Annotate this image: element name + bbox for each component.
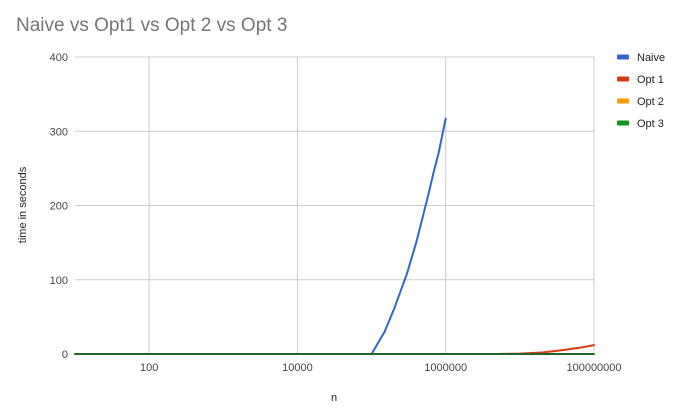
grid-layer: [75, 56, 595, 354]
x-tick-label: 1000000: [424, 362, 467, 374]
legend-item-opt-1[interactable]: Opt 1: [617, 74, 664, 86]
legend-item-opt-3[interactable]: Opt 3: [617, 118, 664, 130]
x-axis-label: n: [331, 392, 337, 404]
legend-label: Naive: [637, 52, 665, 64]
axis-layer: 0 100 200 300 400 100 10000 1000000 100000000: [50, 52, 622, 374]
y-tick-label: 0: [62, 349, 68, 361]
y-axis-label: time in seconds: [17, 166, 29, 243]
legend-item-opt-2[interactable]: Opt 2: [617, 96, 664, 108]
legend: Naive Opt 1 Opt 2 Opt 3: [617, 52, 665, 130]
legend-label: Opt 1: [637, 74, 664, 86]
series-layer: [74, 117, 595, 355]
legend-swatch: [617, 120, 629, 126]
x-tick-label: 100000000: [566, 362, 621, 374]
chart-title: Naive vs Opt1 vs Opt 2 vs Opt 3: [16, 15, 287, 36]
y-tick-label: 300: [50, 126, 68, 138]
legend-swatch: [617, 76, 629, 82]
legend-label: Opt 3: [637, 118, 664, 130]
y-tick-label: 200: [50, 201, 68, 213]
legend-swatch: [617, 98, 629, 104]
series-line-opt-1: [74, 344, 595, 355]
x-tick-label: 100: [140, 362, 158, 374]
y-tick-label: 400: [50, 52, 68, 64]
series-line-naive: [74, 117, 447, 355]
x-tick-label: 10000: [282, 362, 313, 374]
legend-swatch: [617, 54, 629, 60]
legend-item-naive[interactable]: Naive: [617, 52, 665, 64]
legend-label: Opt 2: [637, 96, 664, 108]
y-tick-label: 100: [50, 275, 68, 287]
